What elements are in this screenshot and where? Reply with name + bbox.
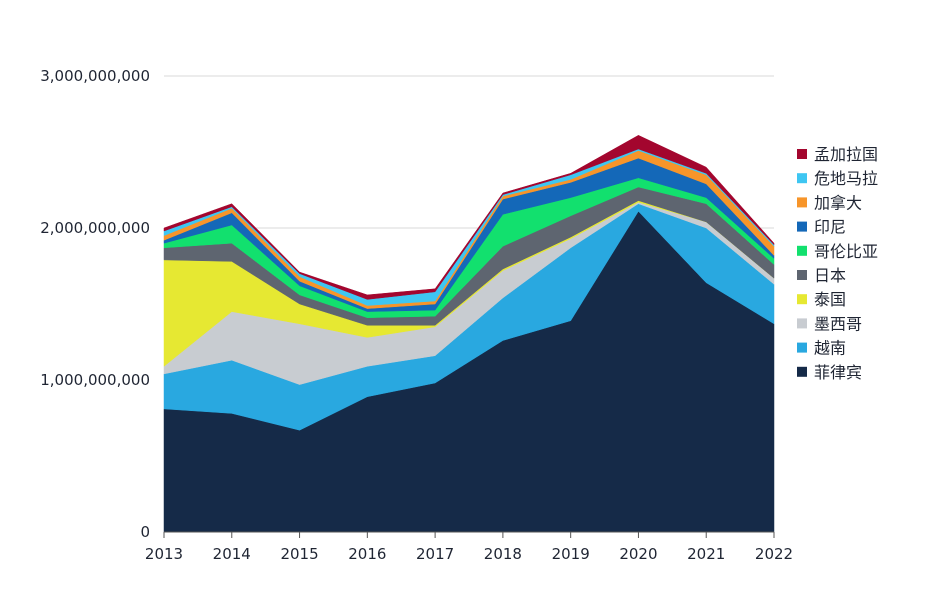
legend-swatch	[797, 270, 807, 280]
x-tick-label: 2022	[755, 545, 793, 563]
legend-swatch	[797, 342, 807, 353]
legend-label: 孟加拉国	[814, 145, 878, 164]
x-tick-label: 2013	[145, 545, 183, 563]
area-series	[163, 135, 775, 533]
legend-label: 加拿大	[814, 193, 862, 212]
legend-swatch	[797, 318, 807, 329]
legend-label: 哥伦比亚	[814, 242, 878, 261]
legend-swatch	[797, 197, 807, 208]
x-tick-label: 2016	[348, 545, 386, 563]
legend-swatch	[797, 221, 807, 232]
x-tick-label: 2017	[416, 545, 454, 563]
y-tick-label: 0	[140, 523, 150, 541]
legend-label: 危地马拉	[814, 169, 878, 188]
x-axis: 2013 2014 2015 2016 2017 2018 2019 2020 2021 2022	[145, 531, 793, 563]
legend-label: 菲律宾	[814, 363, 862, 382]
x-tick-label: 2019	[552, 545, 590, 563]
y-tick-label: 3,000,000,000	[40, 67, 150, 85]
area-series-9	[163, 135, 775, 300]
legend-label: 泰国	[814, 290, 846, 309]
legend-label: 日本	[814, 266, 846, 285]
x-tick-label: 2014	[213, 545, 251, 563]
y-tick-label: 1,000,000,000	[40, 371, 150, 389]
legend-swatch	[797, 366, 807, 377]
x-tick-label: 2020	[619, 545, 657, 563]
legend-label: 墨西哥	[814, 314, 862, 333]
legend-label: 越南	[814, 339, 846, 358]
legend-swatch	[797, 294, 807, 305]
x-tick-label: 2018	[484, 545, 522, 563]
legend-swatch	[797, 149, 807, 159]
legend-swatch	[797, 173, 807, 184]
x-tick-label: 2021	[687, 545, 725, 563]
y-axis: 0 1,000,000,000 2,000,000,000 3,000,000,000	[40, 67, 150, 541]
legend-label: 印尼	[814, 218, 846, 237]
y-tick-label: 2,000,000,000	[40, 219, 150, 237]
x-tick-label: 2015	[280, 545, 318, 563]
legend-swatch	[797, 245, 807, 256]
